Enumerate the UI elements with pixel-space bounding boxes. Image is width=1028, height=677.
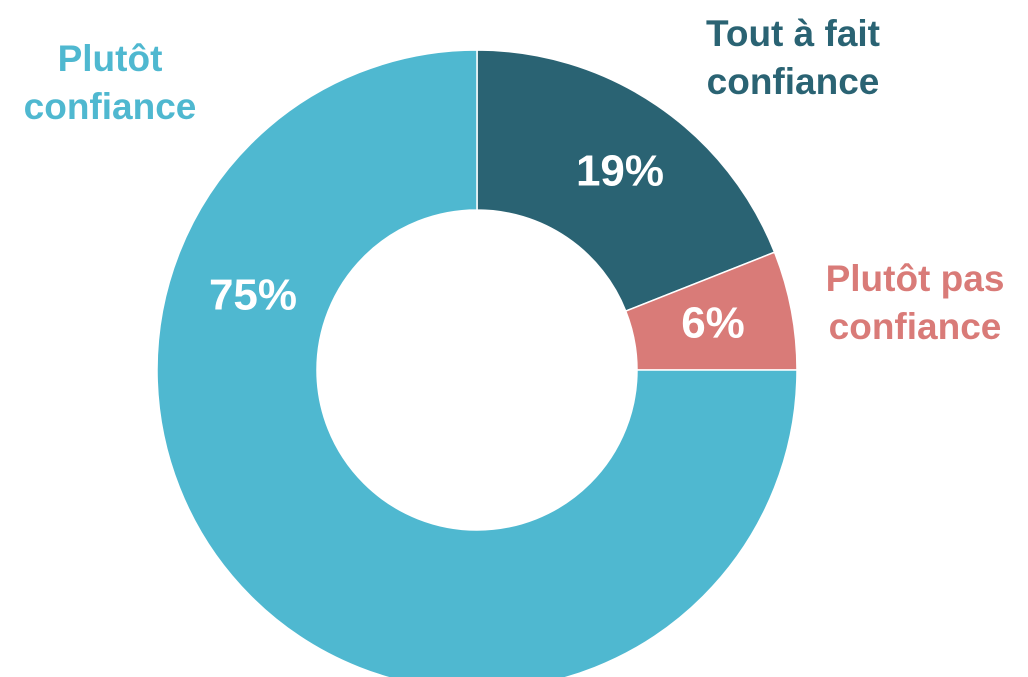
donut-segment (476, 49, 776, 313)
category-label: Tout à fait confiance (705, 13, 880, 103)
category-label: Plutôt pas confiance (825, 258, 1005, 348)
category-label: Plutôt confiance (23, 38, 197, 128)
value-label: 6% (681, 299, 745, 348)
value-label: 75% (209, 271, 297, 320)
value-label: 19% (576, 147, 664, 196)
donut-segment (156, 49, 798, 677)
